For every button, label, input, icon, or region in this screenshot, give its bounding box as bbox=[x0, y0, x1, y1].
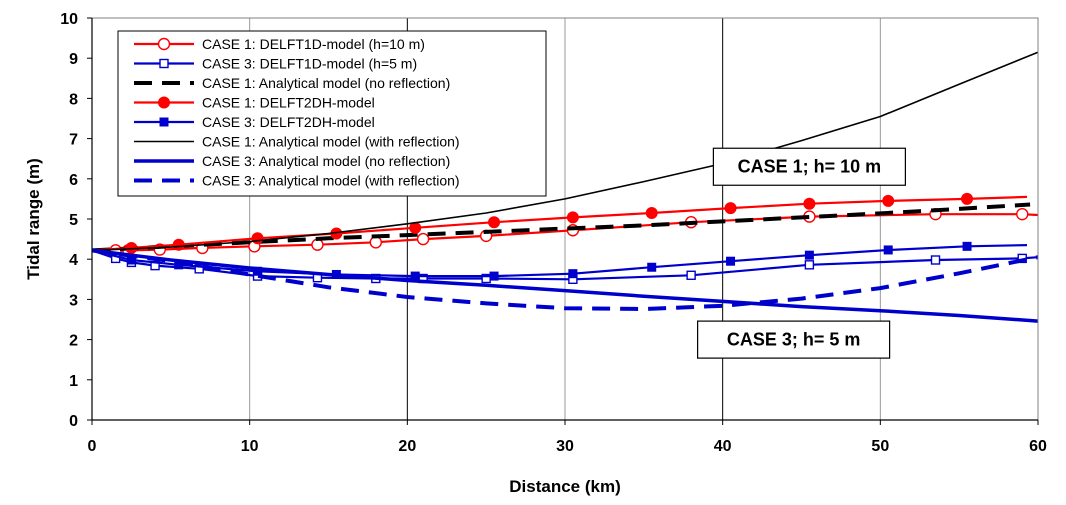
legend-label: CASE 3: Analytical model (with reflectio… bbox=[202, 173, 460, 189]
y-tick-label: 9 bbox=[69, 51, 78, 68]
series-6 bbox=[91, 51, 1039, 252]
x-tick-label: 50 bbox=[871, 438, 889, 455]
x-tick-label: 10 bbox=[241, 438, 259, 455]
series-line bbox=[92, 213, 1039, 252]
data-point bbox=[804, 250, 814, 260]
data-point bbox=[566, 211, 579, 224]
y-tick-label: 6 bbox=[69, 172, 78, 189]
data-point bbox=[489, 271, 499, 281]
x-tick-label: 30 bbox=[556, 438, 574, 455]
x-tick-label: 40 bbox=[714, 438, 732, 455]
annotation-box bbox=[712, 147, 906, 186]
x-axis-title: Distance (km) bbox=[509, 477, 620, 496]
series-line bbox=[91, 51, 1039, 252]
series-line bbox=[91, 248, 1039, 311]
data-point bbox=[311, 238, 324, 251]
legend: CASE 1: DELFT1D-model (h=10 m) CASE 3: DE… bbox=[117, 30, 547, 197]
data-point bbox=[882, 194, 895, 207]
data-point bbox=[645, 206, 658, 219]
data-point bbox=[961, 192, 974, 205]
data-point bbox=[251, 232, 264, 245]
annotation-label: CASE 1; h= 10 m bbox=[738, 157, 882, 177]
data-point bbox=[488, 216, 501, 229]
series-7 bbox=[91, 248, 1039, 323]
annotation-box bbox=[697, 320, 891, 359]
series-line bbox=[91, 195, 1028, 252]
legend-marker bbox=[159, 58, 169, 69]
y-tick-label: 8 bbox=[69, 91, 78, 108]
axis-layer: 0 1 2 3 4 5 6 7 8 9 10 0 10 20 30 40 50 60 bbox=[60, 11, 1047, 455]
y-axis-title: Tidal range (m) bbox=[24, 158, 43, 280]
y-tick-label: 5 bbox=[69, 212, 78, 229]
y-tick-label: 4 bbox=[69, 252, 78, 269]
data-point bbox=[1016, 207, 1029, 221]
y-tick-label: 7 bbox=[69, 132, 78, 149]
series-layer bbox=[91, 51, 1039, 323]
data-point bbox=[410, 271, 420, 281]
data-point bbox=[416, 232, 430, 246]
legend-label: CASE 1: Analytical model (with reflectio… bbox=[202, 134, 460, 150]
legend-label: CASE 3: Analytical model (no reflection) bbox=[202, 153, 450, 169]
label-layer: Distance (km) Tidal range (m) bbox=[24, 158, 621, 496]
legend-marker bbox=[157, 37, 171, 51]
data-point bbox=[568, 269, 578, 279]
legend-label: CASE 3: DELFT1D-model (h=5 m) bbox=[202, 56, 417, 72]
data-point bbox=[726, 256, 736, 266]
legend-marker bbox=[159, 117, 169, 127]
data-point bbox=[804, 260, 815, 270]
series-line bbox=[91, 248, 1039, 323]
legend-marker bbox=[158, 96, 170, 109]
y-tick-label: 2 bbox=[69, 333, 78, 350]
data-point bbox=[883, 245, 893, 255]
legend-label: CASE 1: Analytical model (no reflection) bbox=[202, 75, 450, 91]
data-point bbox=[962, 241, 972, 251]
legend-label: CASE 1: DELFT2DH-model bbox=[202, 95, 375, 111]
annotations: CASE 1; h= 10 m CASE 3; h= 5 m bbox=[697, 147, 906, 359]
x-tick-label: 20 bbox=[398, 438, 416, 455]
data-point bbox=[724, 202, 737, 215]
annotation-label: CASE 3; h= 5 m bbox=[727, 330, 861, 350]
y-tick-label: 1 bbox=[69, 373, 78, 390]
series-8 bbox=[91, 248, 1039, 311]
data-point bbox=[930, 255, 941, 265]
x-tick-label: 0 bbox=[88, 438, 97, 455]
data-point bbox=[686, 270, 696, 280]
y-tick-label: 3 bbox=[69, 292, 78, 309]
data-point bbox=[194, 264, 204, 274]
y-tick-label: 10 bbox=[60, 11, 78, 28]
legend-box bbox=[117, 30, 547, 197]
data-point bbox=[803, 197, 816, 210]
legend-label: CASE 3: DELFT2DH-model bbox=[202, 114, 375, 130]
legend-label: CASE 1: DELFT1D-model (h=10 m) bbox=[202, 36, 425, 52]
x-tick-label: 60 bbox=[1029, 438, 1047, 455]
y-tick-label: 0 bbox=[69, 413, 78, 430]
data-point bbox=[172, 238, 185, 251]
data-point bbox=[647, 262, 657, 272]
